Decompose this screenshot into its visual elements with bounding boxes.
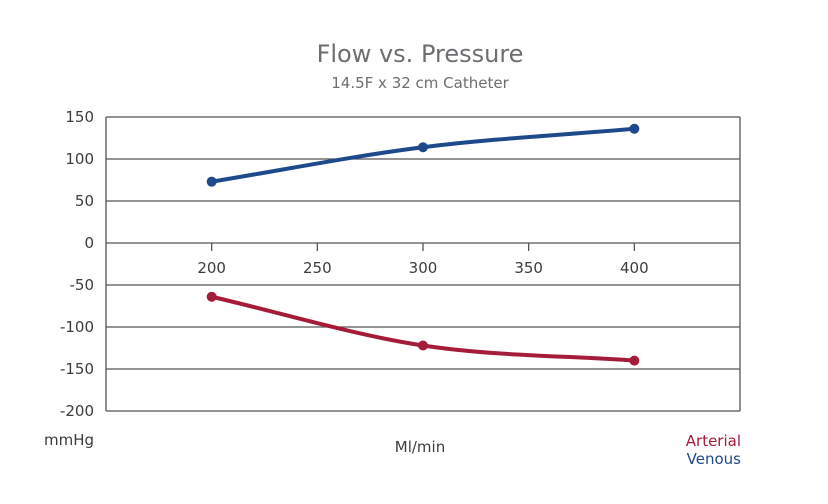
arterial-data-point [206, 291, 217, 302]
y-tick-label: 150 [65, 108, 94, 126]
chart-subtitle: 14.5F x 32 cm Catheter [331, 74, 509, 92]
x-axis-label: Ml/min [395, 438, 445, 456]
legend-entry-venous: Venous [687, 450, 742, 468]
venous-data-point [629, 123, 640, 134]
y-tick-label: -150 [60, 360, 94, 378]
venous-series-line [209, 126, 637, 184]
venous-data-point [418, 142, 428, 153]
y-tick-label: 50 [75, 192, 94, 210]
arterial-data-point [629, 355, 640, 366]
series-layer [206, 123, 640, 366]
x-tick-label: 250 [303, 259, 332, 277]
axis-layer: 150 100 50 0 -50 -100 -150 -200 200 250 300 350 400 [60, 108, 649, 420]
venous-data-point [206, 176, 217, 187]
x-tick-label: 300 [409, 259, 438, 277]
y-tick-label: -200 [60, 402, 94, 420]
x-tick-label: 200 [197, 259, 226, 277]
arterial-series-line [209, 294, 637, 363]
y-axis-unit-label: mmHg [44, 431, 94, 449]
y-tick-label: -50 [70, 276, 95, 294]
arterial-data-point [418, 340, 428, 351]
y-tick-label: -100 [60, 318, 94, 336]
chart-title: Flow vs. Pressure [317, 40, 524, 68]
legend-entry-arterial: Arterial [686, 432, 741, 450]
x-tick-label: 400 [620, 259, 649, 277]
x-tick-label: 350 [514, 259, 543, 277]
y-tick-label: 0 [84, 234, 94, 252]
y-tick-label: 100 [65, 150, 94, 168]
